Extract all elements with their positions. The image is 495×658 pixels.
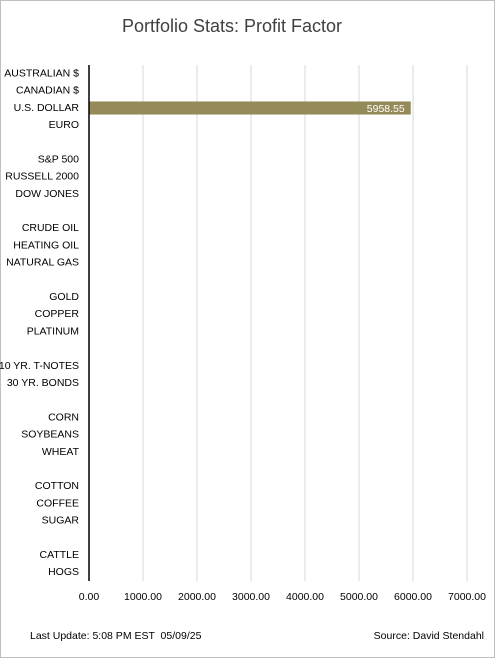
x-tick-label: 6000.00 xyxy=(394,591,432,603)
y-tick-label: EURO xyxy=(49,119,79,131)
chart-title: Portfolio Stats: Profit Factor xyxy=(122,16,342,36)
footer-left: Last Update: 5:08 PM EST 05/09/25 xyxy=(30,630,202,642)
y-tick-label: DOW JONES xyxy=(15,188,79,200)
y-tick-label: SUGAR xyxy=(42,515,80,527)
y-tick-label: 30 YR. BONDS xyxy=(7,377,79,389)
y-tick-label: U.S. DOLLAR xyxy=(14,102,80,114)
y-tick-label: COPPER xyxy=(35,308,80,320)
y-tick-label: WHEAT xyxy=(42,446,80,458)
x-tick-label: 7000.00 xyxy=(448,591,486,603)
y-tick-label: PLATINUM xyxy=(27,325,79,337)
bar xyxy=(89,101,411,115)
y-tick-label: COTTON xyxy=(35,480,79,492)
y-tick-label: GOLD xyxy=(49,291,79,303)
y-tick-label: S&P 500 xyxy=(38,153,79,165)
y-tick-label: AUSTRALIAN $ xyxy=(4,67,79,79)
footer-right: Source: David Stendahl xyxy=(374,630,484,642)
x-tick-label: 5000.00 xyxy=(340,591,378,603)
y-tick-label: RUSSELL 2000 xyxy=(5,171,79,183)
y-tick-label: CANADIAN $ xyxy=(16,85,79,97)
y-tick-label: CORN xyxy=(48,411,79,423)
data-label: 5958.55 xyxy=(367,103,405,115)
x-tick-label: 3000.00 xyxy=(232,591,270,603)
y-tick-label: 10 YR. T-NOTES xyxy=(0,360,79,372)
y-tick-label: HOGS xyxy=(48,566,79,578)
x-tick-label: 0.00 xyxy=(79,591,100,603)
y-tick-label: HEATING OIL xyxy=(13,239,79,251)
y-tick-label: NATURAL GAS xyxy=(6,257,79,269)
y-tick-label: CATTLE xyxy=(40,549,79,561)
y-tick-label: SOYBEANS xyxy=(21,429,79,441)
y-tick-label: COFFEE xyxy=(36,497,79,509)
y-tick-label: CRUDE OIL xyxy=(22,222,79,234)
x-tick-label: 4000.00 xyxy=(286,591,324,603)
x-tick-label: 1000.00 xyxy=(124,591,162,603)
x-tick-label: 2000.00 xyxy=(178,591,216,603)
